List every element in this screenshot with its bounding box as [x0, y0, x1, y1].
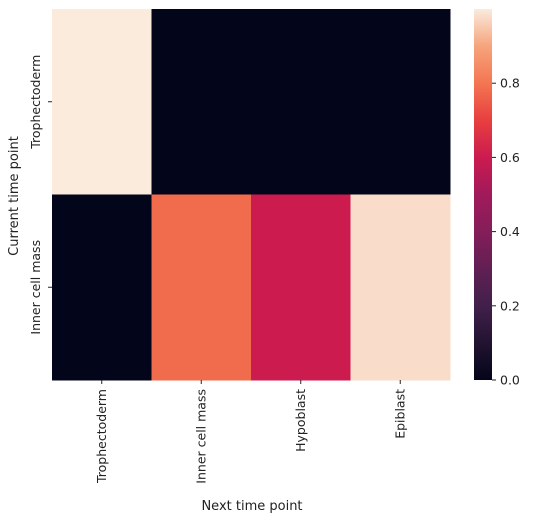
x-tick-label-2: Hypoblast	[293, 389, 308, 452]
x-tick-label-3: Epiblast	[392, 389, 407, 439]
colorbar-gradient	[474, 9, 492, 380]
y-axis-label: Current time point	[7, 136, 22, 256]
y-tick-label-1: Inner cell mass	[28, 240, 43, 335]
heatmap-cell-r1-c3	[350, 194, 451, 381]
heatmap-cell-r0-c1	[151, 9, 252, 195]
heatmap-cell-r0-c3	[350, 9, 451, 195]
x-axis-label: Next time point	[201, 499, 302, 514]
heatmap-cell-r1-c1	[151, 194, 252, 381]
x-tick-label-1: Inner cell mass	[193, 389, 208, 484]
heatmap-cells	[52, 9, 451, 381]
colorbar-tick-label-2: 0.4	[500, 224, 520, 239]
y-tick-label-0: Trophectoderm	[28, 55, 43, 150]
x-axis: Trophectoderm Inner cell mass Hypoblast Epi…	[94, 380, 407, 484]
heatmap-cell-r0-c2	[251, 9, 351, 195]
x-tick-label-0: Trophectoderm	[94, 389, 109, 484]
colorbar-tick-label-4: 0.8	[500, 76, 520, 91]
heatmap-cell-r1-c2	[251, 194, 351, 381]
colorbar-tick-label-3: 0.6	[500, 150, 520, 165]
heatmap-cell-r1-c0	[52, 194, 152, 381]
colorbar-tick-label-1: 0.2	[500, 298, 520, 313]
heatmap-cell-r0-c0	[52, 9, 152, 195]
colorbar-tick-label-0: 0.0	[500, 373, 520, 388]
y-axis: Trophectoderm Inner cell mass	[28, 55, 52, 335]
colorbar: 0.0 0.2 0.4 0.6 0.8	[474, 9, 520, 388]
